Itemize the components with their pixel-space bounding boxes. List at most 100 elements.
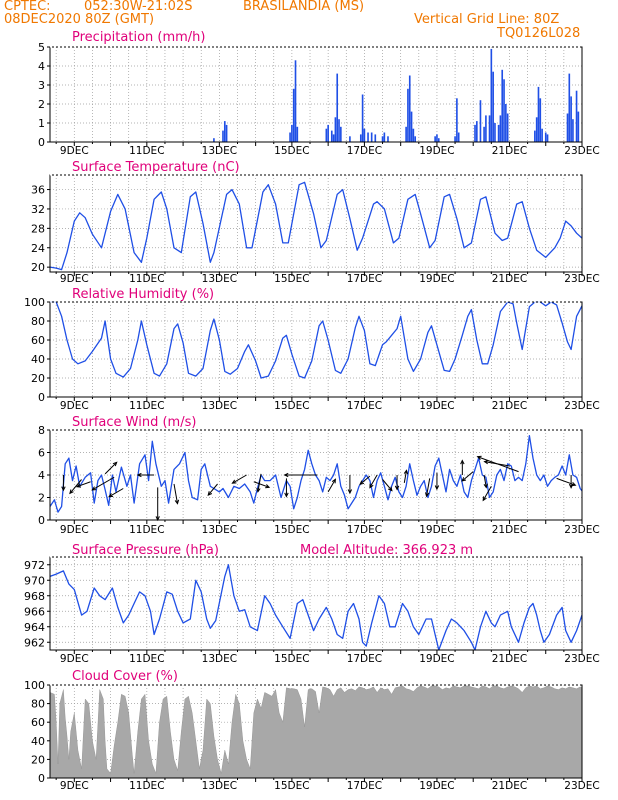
wind-arrow-head — [347, 489, 353, 495]
y-tick-label: 40 — [31, 735, 45, 748]
precip-bar — [374, 134, 377, 142]
wind-arrow — [173, 483, 178, 504]
panel-title-precip: Precipitation (mm/h) — [72, 30, 205, 45]
wind-arrow — [382, 479, 393, 491]
x-tick-label: 19DEC — [419, 653, 454, 665]
x-tick-label: 23DEC — [564, 780, 599, 792]
wind-arrow — [482, 486, 492, 501]
y-tick-label: 3 — [38, 79, 45, 92]
wind-arrow — [483, 474, 487, 488]
precip-bar — [437, 138, 440, 142]
precip-bar — [537, 86, 540, 142]
y-tick-label: 4 — [38, 469, 45, 482]
x-tick-label: 23DEC — [564, 524, 599, 536]
wind-arrow — [461, 471, 474, 482]
y-tick-label: 8 — [38, 424, 45, 437]
precip-bar — [454, 136, 456, 142]
y-tick-label: 28 — [31, 222, 45, 235]
y-tick-label: 60 — [31, 716, 45, 729]
precip-bar — [497, 124, 500, 142]
x-tick-label: 15DEC — [274, 273, 309, 285]
wind-arrow-head — [108, 493, 114, 498]
panel-frame — [49, 301, 583, 398]
precip-bar — [488, 115, 491, 142]
precip-bar — [325, 128, 328, 142]
precip-bar — [572, 119, 574, 142]
y-tick-label: 2 — [38, 98, 45, 111]
x-tick-label: 13DEC — [202, 524, 237, 536]
precip-bar — [434, 136, 436, 142]
wind-arrow-head — [231, 479, 237, 484]
precip-bar — [541, 128, 543, 142]
panel-title-pressure: Surface Pressure (hPa) — [72, 543, 219, 558]
y-tick-label: 20 — [31, 372, 45, 385]
precip-bar — [408, 75, 411, 142]
x-tick-label: 23DEC — [564, 273, 599, 285]
y-tick-label: 20 — [31, 261, 45, 274]
precip-bar — [492, 71, 494, 142]
precip-bar — [225, 124, 228, 142]
precip-bar — [334, 117, 337, 142]
wind-arrow-head — [369, 483, 374, 489]
wind-arrow-head — [476, 455, 482, 460]
panel-frame — [49, 556, 583, 651]
wind-arrow-head — [460, 459, 465, 465]
x-tick-label: 13DEC — [202, 653, 237, 665]
y-tick-label: 966 — [24, 605, 45, 618]
x-tick-label: 17DEC — [347, 145, 382, 157]
x-tick-label: 13DEC — [202, 780, 237, 792]
y-tick-label: 6 — [38, 447, 45, 460]
precip-bar — [436, 134, 438, 142]
x-tick-label: 11DEC — [129, 400, 164, 412]
precip-bar — [405, 126, 407, 142]
x-tick-label: 19DEC — [419, 145, 454, 157]
precip-bar — [566, 113, 569, 142]
precip-bar — [499, 115, 502, 142]
precip-bar — [539, 98, 542, 142]
wind-arrow-head — [112, 461, 118, 467]
y-tick-label: 972 — [24, 559, 45, 572]
x-tick-label: 9DEC — [60, 400, 89, 412]
wind-arrow-head — [283, 472, 289, 478]
wind-arrow-head — [69, 489, 74, 495]
y-tick-label: 2 — [38, 492, 45, 505]
x-tick-label: 9DEC — [60, 780, 89, 792]
precip-bar — [577, 111, 580, 142]
precip-bar — [490, 48, 493, 142]
precip-bar — [349, 136, 351, 142]
x-tick-label: 19DEC — [419, 524, 454, 536]
x-tick-label: 17DEC — [347, 400, 382, 412]
y-tick-label: 20 — [31, 753, 45, 766]
precip-bar — [340, 126, 342, 142]
precip-bar — [213, 138, 215, 142]
header-location: BRASILANDIA (MS) — [243, 0, 365, 14]
x-tick-label: 21DEC — [492, 400, 527, 412]
precip-bar — [505, 104, 507, 142]
wind-arrow-head — [568, 483, 574, 489]
x-tick-label: 15DEC — [274, 524, 309, 536]
x-tick-label: 17DEC — [347, 780, 382, 792]
precip-bar — [410, 111, 413, 142]
y-tick-label: 0 — [38, 772, 45, 785]
y-tick-label: 968 — [24, 590, 45, 603]
header-coords: 052:30W-21:02S — [84, 0, 193, 14]
y-tick-label: 0 — [38, 136, 45, 149]
precip-bar — [501, 69, 504, 142]
wind-arrow-head — [174, 499, 180, 505]
wind-arrow-head — [388, 486, 393, 492]
x-tick-label: 19DEC — [419, 780, 454, 792]
wind-arrow-head — [461, 477, 467, 482]
pressure-series-line — [49, 564, 583, 651]
precip-bar — [359, 134, 362, 142]
precip-bar — [327, 124, 329, 142]
precip-bar — [291, 124, 293, 142]
wind-arrow — [477, 456, 519, 473]
x-tick-label: 15DEC — [274, 400, 309, 412]
precip-bar — [485, 115, 487, 142]
precip-bar — [456, 98, 458, 142]
model-altitude-note: Model Altitude: 366.923 m — [300, 543, 473, 558]
wind-series-line — [49, 434, 583, 513]
wind-arrow-head — [256, 487, 261, 493]
y-tick-label: 1 — [38, 117, 45, 130]
wind-arrow-head — [483, 483, 488, 489]
